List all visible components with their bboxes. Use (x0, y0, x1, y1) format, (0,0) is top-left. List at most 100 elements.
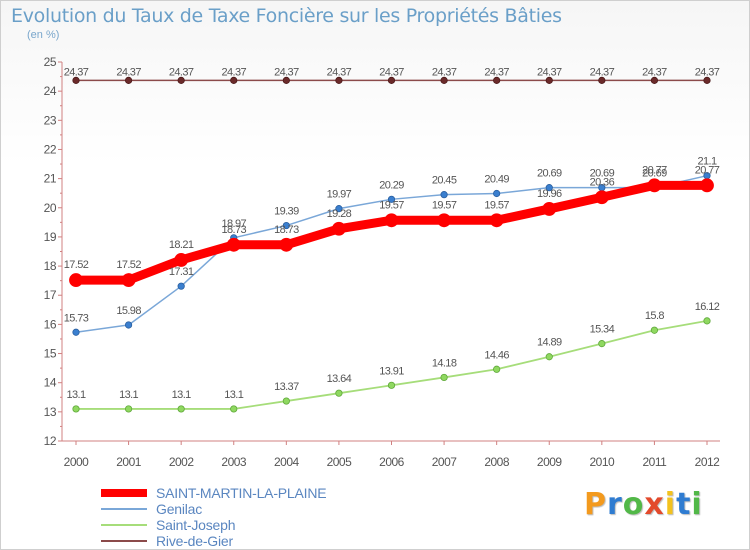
data-point (177, 405, 185, 413)
data-point (384, 213, 399, 228)
proxiti-logo: Proxiti (584, 487, 703, 522)
x-tick-label: 2000 (64, 455, 90, 469)
data-label: 19.28 (327, 208, 352, 220)
data-label: 13.1 (66, 389, 85, 401)
data-point (489, 213, 504, 228)
data-label: 15.98 (116, 305, 141, 317)
y-tick-label: 22 (44, 142, 57, 156)
data-point (69, 273, 83, 287)
x-tick-label: 2005 (327, 455, 353, 469)
legend-label-genilac: Genilac (156, 501, 203, 517)
data-label: 20.77 (695, 164, 720, 176)
y-tick-label: 12 (44, 434, 57, 448)
legend-label-saint-martin: SAINT-MARTIN-LA-PLAINE (156, 485, 327, 501)
data-point (598, 340, 606, 348)
data-point (493, 365, 501, 373)
data-point (177, 76, 185, 84)
data-point (700, 178, 714, 193)
data-label: 24.37 (537, 66, 562, 78)
data-point (282, 76, 290, 84)
data-label: 13.1 (172, 389, 191, 401)
y-tick-label: 13 (44, 405, 57, 419)
logo-letter: t (676, 487, 692, 522)
data-label: 18.73 (221, 224, 246, 236)
data-label: 24.37 (484, 66, 509, 78)
data-point (72, 405, 80, 413)
data-label: 20.29 (379, 179, 404, 191)
data-point (226, 237, 241, 252)
data-point (72, 328, 80, 336)
data-point (545, 353, 553, 361)
logo-letter: P (584, 487, 607, 522)
data-point (650, 326, 659, 334)
data-point (121, 273, 136, 287)
data-label: 17.52 (116, 259, 141, 271)
data-label: 24.37 (221, 66, 246, 78)
data-label: 13.1 (224, 389, 243, 401)
legend-swatch-rive-de-gier (101, 540, 147, 542)
data-point (542, 202, 557, 216)
data-label: 19.57 (484, 199, 509, 211)
x-tick-label: 2011 (643, 455, 668, 469)
data-label: 14.89 (537, 337, 562, 349)
data-point (282, 397, 290, 405)
data-point (493, 189, 501, 198)
x-tick-label: 2012 (695, 455, 721, 469)
data-label: 24.37 (379, 66, 404, 78)
legend: SAINT-MARTIN-LA-PLAINE Genilac Saint-Jos… (101, 485, 327, 549)
y-tick-label: 17 (44, 288, 57, 302)
y-tick-label: 14 (44, 376, 57, 390)
data-label: 19.57 (432, 199, 457, 211)
data-point (440, 191, 448, 199)
data-label: 19.97 (327, 189, 352, 201)
legend-swatch-genilac (101, 508, 147, 510)
legend-item-saint-martin: SAINT-MARTIN-LA-PLAINE (101, 485, 327, 501)
x-tick-label: 2004 (274, 455, 300, 469)
unit-label: (en %) (27, 29, 60, 41)
data-point (598, 76, 606, 84)
data-point (279, 237, 294, 252)
data-label: 15.8 (645, 310, 664, 322)
logo-letter: i (664, 487, 677, 522)
data-label: 24.37 (695, 66, 720, 78)
y-tick-label: 24 (44, 84, 57, 98)
data-label: 15.73 (64, 312, 89, 324)
x-tick-label: 2002 (169, 455, 195, 469)
x-tick-label: 2007 (432, 455, 458, 469)
data-label: 20.69 (590, 168, 615, 180)
x-tick-label: 2010 (589, 455, 615, 469)
data-label: 18.97 (221, 218, 246, 230)
data-label: 19.96 (537, 188, 562, 200)
y-tick-label: 15 (44, 347, 57, 361)
data-label: 20.77 (642, 164, 667, 176)
data-point (387, 381, 396, 389)
x-tick-label: 2009 (537, 455, 563, 469)
logo-letter: r (607, 487, 623, 522)
data-point (177, 282, 185, 290)
y-tick-label: 20 (44, 201, 57, 215)
y-tick-label: 18 (44, 259, 57, 273)
legend-item-saint-joseph: Saint-Joseph (101, 517, 326, 533)
data-label: 20.49 (484, 173, 509, 185)
data-point (703, 76, 711, 84)
data-label: 24.37 (590, 66, 615, 78)
data-point (703, 317, 711, 325)
logo-letter: o (622, 487, 645, 522)
x-tick-label: 2003 (221, 455, 247, 469)
legend-label-rive-de-gier: Rive-de-Gier (156, 533, 233, 549)
data-label: 24.37 (274, 66, 299, 78)
data-point (332, 221, 346, 236)
legend-item-genilac: Genilac (101, 501, 326, 517)
data-point (440, 373, 448, 382)
data-label: 14.46 (484, 349, 509, 361)
data-label: 24.37 (64, 66, 89, 78)
logo-letter: i (691, 487, 703, 522)
data-label: 24.37 (116, 66, 141, 78)
data-point (437, 213, 451, 228)
legend-item-rive-de-gier: Rive-de-Gier (101, 533, 326, 549)
data-point (174, 253, 189, 267)
data-point (545, 184, 553, 192)
data-label: 17.31 (169, 266, 194, 278)
data-point (335, 76, 343, 84)
